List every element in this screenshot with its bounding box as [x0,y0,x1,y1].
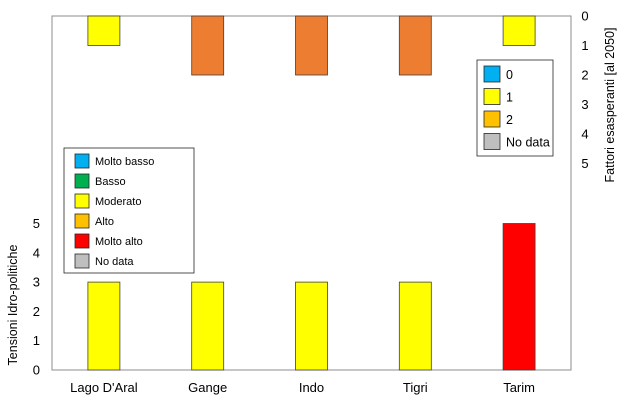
tension-bar-3 [398,281,432,371]
left-legend-swatch-0 [74,153,90,169]
left-legend-swatch-5 [74,253,90,269]
left-axis-title: Tensioni Idro-politiche [6,245,20,366]
left-legend-swatch-1 [74,173,90,189]
category-label-0: Lago D'Aral [70,380,138,395]
right-tick-label-0: 0 [581,9,588,24]
left-legend-label-4: Molto alto [95,236,143,248]
right-legend-label-2: 2 [506,113,513,127]
factor-bar-2 [295,15,328,76]
left-legend-swatch-4 [74,233,90,249]
left-legend [63,147,195,274]
tension-bar-1 [191,281,225,371]
right-axis-title: Fattori esasperanti [al 2050] [603,28,617,183]
left-legend-label-1: Basso [95,176,126,188]
left-tick-label-0: 0 [33,363,40,378]
left-tick-label-1: 1 [33,333,40,348]
right-legend-label-1: 1 [506,91,513,105]
right-tick-label-4: 4 [581,127,588,142]
left-legend-swatch-2 [74,193,90,209]
right-legend-swatch-2 [483,110,501,128]
tension-bar-4 [502,223,536,371]
factor-bar-4 [502,15,536,46]
right-legend-swatch-3 [483,133,501,150]
left-tick-label-2: 2 [33,304,40,319]
left-legend-label-3: Alto [95,216,114,228]
factor-bar-0 [87,15,121,46]
right-legend-label-3: No data [506,136,550,150]
left-legend-swatch-3 [74,213,90,229]
category-label-1: Gange [188,380,227,395]
left-tick-label-3: 3 [33,275,40,290]
left-tick-label-4: 4 [33,245,40,260]
left-legend-label-2: Moderato [95,196,141,208]
left-tick-label-5: 5 [33,216,40,231]
factor-bar-3 [398,15,432,76]
right-legend-label-0: 0 [506,68,513,82]
right-tick-label-5: 5 [581,156,588,171]
left-legend-label-5: No data [95,256,134,268]
right-tick-label-1: 1 [581,38,588,53]
factor-bar-1 [191,15,225,76]
category-label-2: Indo [299,380,324,395]
right-tick-label-2: 2 [581,68,588,83]
right-tick-label-3: 3 [581,97,588,112]
tension-bar-0 [87,281,121,371]
category-label-4: Tarim [503,380,535,395]
right-legend-swatch-0 [483,65,501,83]
left-legend-label-0: Molto basso [95,156,154,168]
right-legend-swatch-1 [483,88,501,105]
tension-bar-2 [295,281,328,371]
category-label-3: Tigri [403,380,428,395]
